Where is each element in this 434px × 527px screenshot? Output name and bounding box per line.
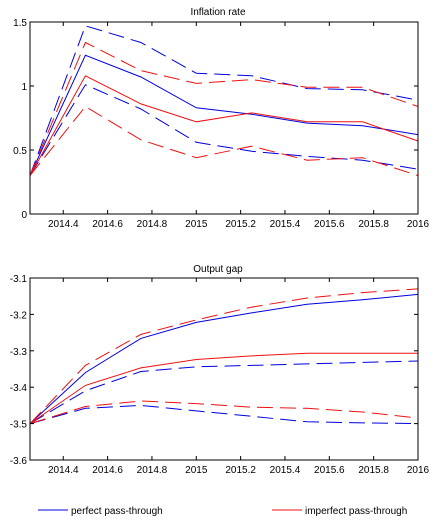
- inflation-ticks: 2014.4 2014.6 2014.8 2015 2015.2 2015.4 2015.6…: [13, 18, 429, 230]
- output-gap-panel: Output gap 2014.4 2014.6 2014.8 2015 2015.2 2…: [10, 264, 430, 476]
- inflation-ytick-label: 0: [21, 210, 27, 221]
- inflation-xtick-label: 2015.8: [358, 219, 389, 230]
- output-gap-ytick-label: -3.3: [10, 347, 28, 358]
- inflation-ytick-label: 0.5: [13, 146, 27, 157]
- output-gap-xtick-label: 2015: [185, 465, 208, 476]
- output-gap-ticks: 2014.4 2014.6 2014.8 2015 2015.2 2015.4 2015.6…: [10, 274, 430, 476]
- inflation-xtick-label: 2015.4: [270, 219, 301, 230]
- output-gap-xtick-label: 2015.4: [270, 465, 301, 476]
- legend-perfect-label: perfect pass-through: [71, 506, 163, 517]
- inflation-marks: [29, 25, 419, 177]
- legend-imperfect-label: imperfect pass-through: [305, 506, 407, 517]
- inflation-series-perfect-dashed-1: [29, 25, 419, 176]
- output-gap-series-perfect-dashed-2: [29, 360, 419, 425]
- output-gap-xtick-label: 2016: [407, 465, 430, 476]
- inflation-panel: Inflation rate 2014.4 2014.6 2014.8 2015 201…: [13, 7, 429, 230]
- output-gap-series-imperfect-solid-3: [29, 352, 418, 425]
- legend: perfect pass-through imperfect pass-thro…: [38, 506, 407, 517]
- output-gap-xtick-label: 2014.8: [137, 465, 168, 476]
- output-gap-series-imperfect-dashed-5: [29, 400, 419, 425]
- output-gap-ytick-label: -3.4: [10, 383, 28, 394]
- output-gap-xtick-label: 2014.6: [92, 465, 123, 476]
- inflation-xtick-label: 2015.6: [314, 219, 345, 230]
- inflation-xtick-label: 2015.2: [225, 219, 256, 230]
- inflation-series-imperfect-dashed-5: [29, 105, 419, 177]
- inflation-xtick-label: 2016: [407, 219, 430, 230]
- inflation-xtick-label: 2015: [185, 219, 208, 230]
- output-gap-series-imperfect-dashed-4: [29, 288, 419, 424]
- inflation-series-perfect-solid-0: [29, 54, 419, 176]
- output-gap-plot-frame: [29, 277, 419, 461]
- inflation-xtick-label: 2014.4: [48, 219, 79, 230]
- output-gap-marks: [29, 288, 419, 425]
- output-gap-title: Output gap: [193, 264, 243, 275]
- inflation-series-imperfect-solid-3: [29, 75, 419, 176]
- inflation-series-imperfect-dashed-4: [29, 41, 419, 176]
- output-gap-ytick-label: -3.1: [10, 274, 28, 285]
- output-gap-series-perfect-solid-0: [29, 293, 419, 424]
- inflation-xtick-label: 2014.8: [137, 219, 168, 230]
- inflation-xtick-label: 2014.6: [92, 219, 123, 230]
- output-gap-ytick-label: -3.5: [10, 420, 28, 431]
- output-gap-xtick-label: 2014.4: [48, 465, 79, 476]
- inflation-plot-frame: [29, 21, 419, 215]
- inflation-title: Inflation rate: [190, 7, 245, 18]
- inflation-ytick-label: 1: [21, 82, 27, 93]
- output-gap-series-perfect-dashed-1: [29, 404, 419, 425]
- output-gap-xtick-label: 2015.2: [225, 465, 256, 476]
- inflation-series-perfect-dashed-2: [29, 84, 419, 176]
- output-gap-ytick-label: -3.6: [10, 456, 28, 467]
- inflation-ytick-label: 1.5: [13, 18, 27, 29]
- output-gap-xtick-label: 2015.6: [314, 465, 345, 476]
- output-gap-ytick-label: -3.2: [10, 310, 28, 321]
- output-gap-xtick-label: 2015.8: [358, 465, 389, 476]
